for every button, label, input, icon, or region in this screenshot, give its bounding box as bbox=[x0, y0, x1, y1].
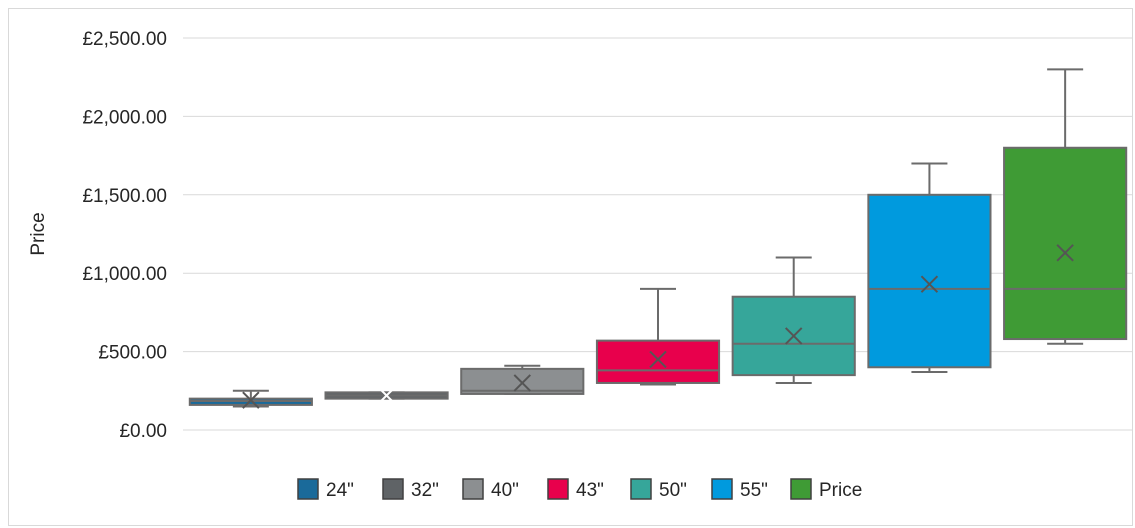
mean-marker bbox=[649, 350, 667, 369]
mean-marker bbox=[920, 275, 939, 293]
iqr-box bbox=[1003, 146, 1128, 341]
legend-label: 43" bbox=[576, 480, 604, 501]
box-4 bbox=[595, 287, 721, 386]
legend-label: Price bbox=[819, 480, 862, 501]
legend-swatch bbox=[547, 478, 569, 500]
legend-swatch bbox=[630, 478, 652, 500]
box-5 bbox=[731, 256, 856, 384]
y-tick-label: £1,500.00 bbox=[82, 186, 167, 207]
y-tick-label: £2,500.00 bbox=[82, 29, 167, 50]
y-tick-label: £500.00 bbox=[98, 343, 167, 364]
legend-swatch bbox=[711, 478, 733, 500]
iqr-box bbox=[867, 193, 992, 369]
y-tick-label: £2,000.00 bbox=[82, 107, 167, 128]
legend: 24" 32" 40" 43" 50" 55" Price bbox=[297, 478, 862, 501]
box-7 bbox=[1003, 68, 1128, 345]
legend-label: 32" bbox=[411, 480, 439, 501]
iqr-box bbox=[460, 367, 585, 395]
legend-swatch bbox=[382, 478, 404, 500]
y-axis-tick-labels: £0.00 £500.00 £1,000.00 £1,500.00 £2,000.00 £… bbox=[82, 29, 167, 442]
legend-label: 40" bbox=[491, 480, 519, 501]
box-1 bbox=[188, 389, 313, 409]
legend-item: Price bbox=[790, 478, 862, 501]
legend-label: 55" bbox=[740, 480, 768, 501]
legend-item: 43" bbox=[547, 478, 604, 501]
mean-marker bbox=[785, 327, 803, 345]
y-tick-label: £0.00 bbox=[119, 421, 167, 442]
boxes bbox=[188, 68, 1128, 409]
legend-item: 50" bbox=[630, 478, 687, 501]
iqr-box bbox=[595, 339, 721, 384]
legend-swatch bbox=[462, 478, 484, 500]
mean-marker bbox=[242, 391, 260, 409]
y-axis-title: Price bbox=[28, 212, 49, 255]
legend-swatch bbox=[297, 478, 319, 500]
legend-label: 24" bbox=[326, 480, 354, 501]
legend-item: 24" bbox=[297, 478, 354, 501]
box-2 bbox=[324, 386, 449, 405]
box-3 bbox=[460, 364, 585, 395]
box-6 bbox=[867, 162, 992, 373]
legend-item: 55" bbox=[711, 478, 768, 501]
mean-marker bbox=[377, 386, 396, 405]
legend-item: 32" bbox=[382, 478, 439, 501]
y-tick-label: £1,000.00 bbox=[82, 264, 167, 285]
legend-swatch bbox=[790, 478, 812, 500]
legend-label: 50" bbox=[659, 480, 687, 501]
mean-marker bbox=[1056, 244, 1074, 262]
mean-marker bbox=[513, 374, 531, 392]
legend-item: 40" bbox=[462, 478, 519, 501]
